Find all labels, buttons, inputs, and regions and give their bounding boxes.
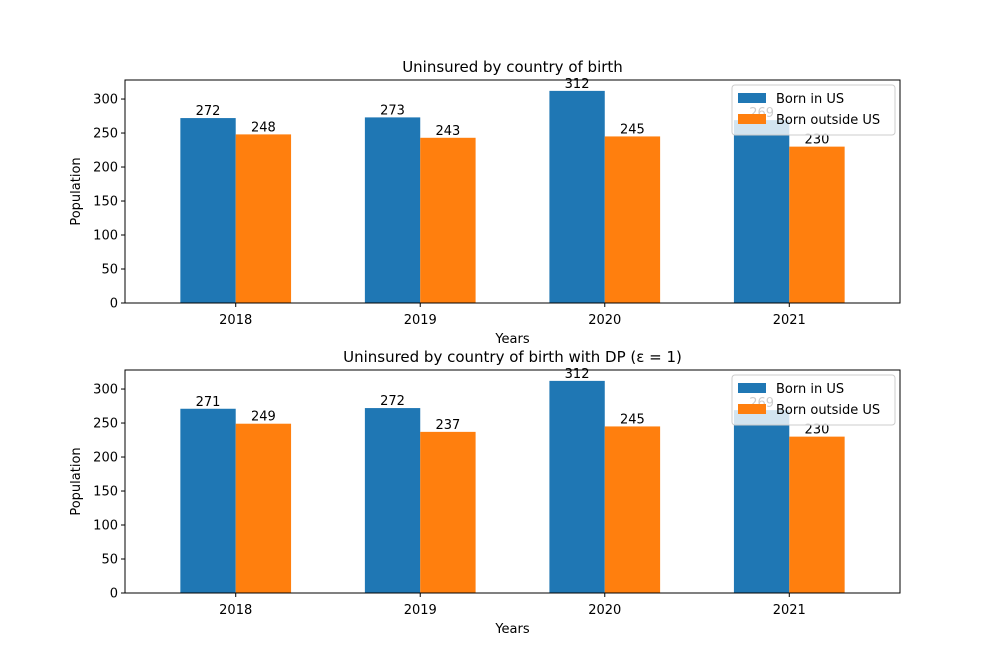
legend-swatch-born-outside-us xyxy=(738,404,766,414)
y-tick-label: 100 xyxy=(93,519,118,534)
x-tick-label: 2018 xyxy=(219,603,252,618)
x-tick-label: 2018 xyxy=(219,313,252,328)
y-tick-label: 250 xyxy=(93,417,118,432)
legend-swatch-born-in-us xyxy=(738,383,766,393)
chart-panel-1: 2722733122692482432452300501001502002503… xyxy=(69,58,901,347)
y-tick-label: 0 xyxy=(110,297,118,312)
bar-born-in-us-2021 xyxy=(733,120,790,303)
bar-born-outside-us-2021 xyxy=(789,146,845,303)
bar-born-in-us-2020 xyxy=(549,380,605,593)
data-label: 273 xyxy=(380,103,405,118)
x-tick-label: 2019 xyxy=(404,313,437,328)
bar-born-outside-us-2021 xyxy=(789,436,845,593)
legend-entry-label: Born outside US xyxy=(776,403,880,418)
y-tick-label: 250 xyxy=(93,127,118,142)
bar-born-in-us-2019 xyxy=(364,117,421,303)
bar-born-outside-us-2020 xyxy=(604,136,661,303)
legend-box xyxy=(731,374,896,426)
y-tick-label: 100 xyxy=(93,229,118,244)
y-tick-label: 50 xyxy=(101,553,118,568)
data-label: 243 xyxy=(436,124,461,139)
x-tick-label: 2021 xyxy=(773,313,806,328)
x-axis-label: Years xyxy=(494,332,530,347)
data-label: 245 xyxy=(620,122,645,137)
data-label: 272 xyxy=(380,394,405,409)
bar-born-outside-us-2019 xyxy=(420,137,476,303)
data-label: 272 xyxy=(196,104,221,119)
data-label: 237 xyxy=(436,418,461,433)
y-tick-label: 0 xyxy=(110,587,118,602)
data-label: 312 xyxy=(565,77,590,92)
data-label: 230 xyxy=(805,423,830,438)
y-axis-label: Population xyxy=(69,447,84,515)
legend-entry-label: Born in US xyxy=(776,382,844,397)
data-label: 245 xyxy=(620,412,645,427)
x-tick-label: 2020 xyxy=(588,313,621,328)
data-label: 249 xyxy=(251,410,276,425)
y-tick-label: 50 xyxy=(101,263,118,278)
bar-born-in-us-2021 xyxy=(733,410,790,593)
data-label: 230 xyxy=(805,133,830,148)
bar-born-in-us-2018 xyxy=(180,408,236,593)
data-label: 271 xyxy=(196,395,221,410)
bar-born-outside-us-2018 xyxy=(235,134,292,303)
y-tick-label: 200 xyxy=(93,451,118,466)
bar-born-in-us-2019 xyxy=(364,408,421,593)
data-label: 312 xyxy=(565,367,590,382)
legend-swatch-born-in-us xyxy=(738,93,766,103)
y-tick-label: 150 xyxy=(93,195,118,210)
legend-entry-label: Born in US xyxy=(776,92,844,107)
y-tick-label: 300 xyxy=(93,93,118,108)
bar-born-outside-us-2018 xyxy=(235,423,292,593)
bar-born-outside-us-2019 xyxy=(420,431,476,593)
y-tick-label: 300 xyxy=(93,383,118,398)
chart-panel-2: 2712723122692492372452300501001502002503… xyxy=(69,348,901,637)
data-label: 248 xyxy=(251,120,276,135)
plot-frame xyxy=(124,369,901,594)
legend-entry-label: Born outside US xyxy=(776,113,880,128)
legend-swatch-born-outside-us xyxy=(738,114,766,124)
x-tick-label: 2019 xyxy=(404,603,437,618)
bar-born-in-us-2018 xyxy=(180,118,236,303)
legend-box xyxy=(731,84,896,136)
y-tick-label: 200 xyxy=(93,161,118,176)
chart-title: Uninsured by country of birth with DP (ε… xyxy=(343,348,682,366)
legend: Born in US Born outside US xyxy=(731,374,896,426)
plot-frame xyxy=(124,79,901,304)
bar-born-in-us-2020 xyxy=(549,90,605,303)
y-tick-label: 150 xyxy=(93,485,118,500)
y-axis-label: Population xyxy=(69,157,84,225)
chart-title: Uninsured by country of birth xyxy=(402,58,623,76)
x-tick-label: 2020 xyxy=(588,603,621,618)
bar-born-outside-us-2020 xyxy=(604,426,661,593)
legend: Born in US Born outside US xyxy=(731,84,896,136)
x-axis-label: Years xyxy=(494,622,530,637)
x-tick-label: 2021 xyxy=(773,603,806,618)
